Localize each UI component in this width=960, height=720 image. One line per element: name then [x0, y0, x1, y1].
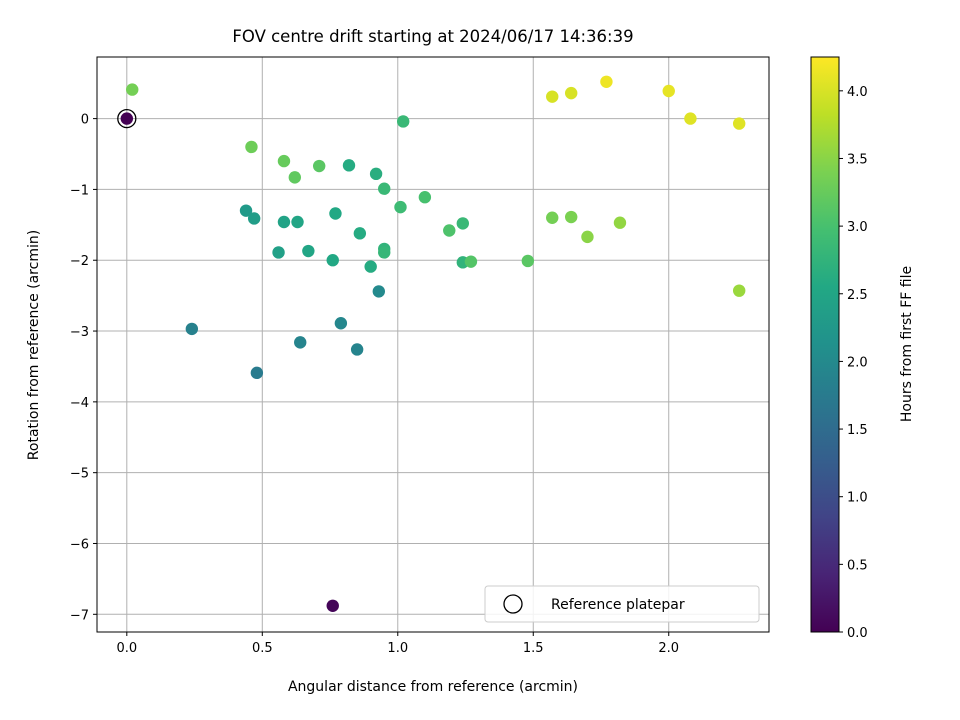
data-point [394, 200, 407, 214]
y-axis-ticks: 0 −1 −2 −3 −4 −5 −6 −7 [70, 113, 97, 623]
data-point [732, 117, 746, 130]
data-point [277, 215, 291, 229]
data-point [564, 86, 578, 100]
data-point [662, 84, 675, 98]
data-point [378, 246, 391, 259]
x-tick-label: 2.0 [658, 641, 679, 656]
colorbar-tick-label: 3.5 [847, 152, 868, 167]
x-axis-label: Angular distance from reference (arcmin) [288, 679, 578, 695]
colorbar-tick-label: 0.0 [847, 626, 868, 641]
colorbar-tick-label: 0.5 [847, 558, 868, 573]
data-point [120, 112, 134, 125]
x-tick-label: 1.0 [387, 641, 408, 656]
data-point [277, 154, 291, 168]
y-tick-label: −7 [70, 608, 89, 623]
colorbar-label: Hours from first FF file [899, 266, 915, 422]
data-point [464, 255, 478, 268]
y-tick-label: −3 [70, 325, 89, 340]
data-point [546, 90, 559, 103]
colorbar-tick-label: 2.0 [847, 355, 868, 370]
data-point [521, 254, 535, 268]
chart-title: FOV centre drift starting at 2024/06/17 … [232, 27, 633, 46]
y-tick-label: −6 [70, 537, 89, 552]
legend-box [484, 585, 760, 623]
data-point [369, 167, 383, 181]
data-point [250, 366, 264, 380]
data-point [456, 217, 470, 230]
data-point [247, 212, 261, 225]
data-point [378, 182, 391, 195]
data-point [546, 211, 559, 224]
data-point [684, 112, 697, 125]
reference-platepar-marker [117, 108, 137, 129]
data-point [396, 115, 410, 128]
data-point [185, 322, 199, 336]
grid [97, 57, 769, 632]
colorbar-tick-label: 2.5 [847, 288, 868, 303]
data-point [443, 224, 456, 237]
legend: Reference platepar [484, 585, 760, 623]
data-point [245, 140, 258, 154]
data-point [326, 254, 339, 267]
data-point [353, 227, 367, 240]
data-point [326, 599, 339, 612]
data-point [581, 230, 594, 244]
data-point [302, 244, 315, 258]
y-tick-label: −2 [70, 254, 89, 269]
y-tick-label: −5 [70, 467, 89, 482]
colorbar-gradient [810, 56, 840, 633]
data-point [600, 75, 613, 88]
reference-marker-group [117, 108, 137, 129]
data-point [239, 204, 253, 217]
data-point [291, 215, 304, 229]
data-point [126, 83, 139, 96]
colorbar-ticks: 0.0 0.5 1.0 1.5 2.0 2.5 3.0 3.5 4.0 [839, 85, 868, 641]
colorbar: 0.0 0.5 1.0 1.5 2.0 2.5 3.0 3.5 4.0 Hours from f… [810, 56, 915, 641]
data-point [312, 159, 326, 173]
plot-frame [96, 56, 770, 633]
data-point [329, 207, 342, 220]
y-tick-label: −1 [70, 183, 89, 198]
colorbar-tick-label: 1.0 [847, 491, 868, 506]
data-point [372, 285, 386, 298]
data-point [732, 284, 746, 297]
data-point [272, 246, 285, 259]
data-point [613, 216, 627, 229]
y-tick-label: −4 [70, 396, 89, 411]
data-points [120, 75, 746, 612]
data-point [350, 343, 364, 356]
legend-reference-marker [503, 594, 523, 614]
data-point [288, 171, 302, 184]
data-point [342, 159, 356, 172]
data-point [294, 336, 307, 349]
data-point [418, 191, 432, 204]
legend-label-reference: Reference platepar [551, 597, 685, 613]
colorbar-tick-label: 4.0 [847, 85, 868, 100]
colorbar-tick-label: 1.5 [847, 423, 868, 438]
colorbar-tick-label: 3.0 [847, 220, 868, 235]
y-tick-label: 0 [81, 113, 89, 128]
data-point [364, 260, 377, 273]
data-point [334, 317, 348, 330]
y-axis-label: Rotation from reference (arcmin) [26, 230, 42, 460]
data-point [564, 210, 578, 224]
x-tick-label: 1.5 [523, 641, 544, 656]
x-tick-label: 0.5 [252, 641, 273, 656]
x-axis-ticks: 0.0 0.5 1.0 1.5 2.0 [116, 632, 679, 656]
x-tick-label: 0.0 [116, 641, 137, 656]
